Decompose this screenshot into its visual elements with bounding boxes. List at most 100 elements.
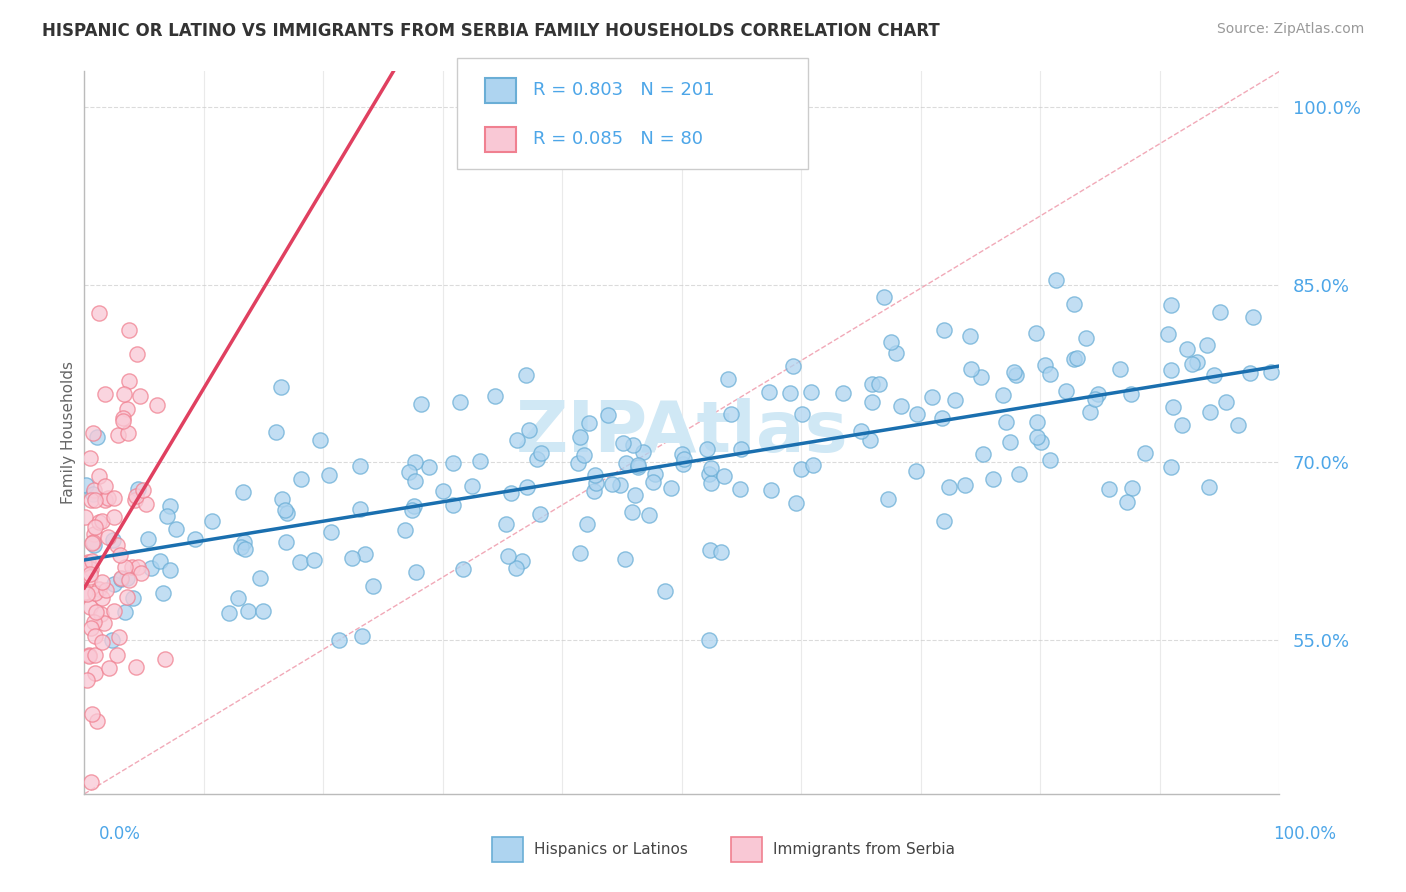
- Point: [1087, 387, 1109, 401]
- Point: [1054, 384, 1077, 399]
- Point: [720, 407, 742, 421]
- Point: [83, 526, 105, 541]
- Point: [873, 290, 896, 304]
- Point: [87, 306, 110, 320]
- Point: [84, 629, 107, 643]
- Point: [125, 660, 148, 674]
- Point: [960, 362, 983, 376]
- Point: [270, 380, 292, 394]
- Point: [117, 574, 139, 588]
- Point: [860, 377, 883, 392]
- Point: [93, 479, 115, 493]
- Point: [409, 397, 432, 411]
- Point: [218, 606, 240, 620]
- Point: [1260, 365, 1282, 379]
- Point: [77, 555, 100, 569]
- Point: [125, 490, 148, 504]
- Point: [229, 540, 252, 554]
- Point: [135, 497, 157, 511]
- Point: [80, 554, 103, 568]
- Point: [1226, 418, 1249, 433]
- Point: [1119, 386, 1142, 401]
- Point: [93, 492, 115, 507]
- Point: [1029, 434, 1052, 449]
- Point: [1195, 337, 1218, 351]
- Point: [232, 484, 254, 499]
- Point: [905, 408, 928, 422]
- Point: [252, 604, 274, 618]
- Point: [1202, 368, 1225, 382]
- Point: [932, 323, 955, 337]
- Point: [352, 629, 374, 643]
- Point: [496, 549, 519, 564]
- Point: [800, 384, 823, 399]
- Point: [398, 466, 420, 480]
- Point: [110, 572, 132, 586]
- Point: [1160, 298, 1182, 312]
- Point: [149, 554, 172, 568]
- Point: [80, 775, 103, 789]
- Point: [955, 478, 977, 492]
- Point: [654, 584, 676, 599]
- Point: [328, 632, 350, 647]
- Point: [1000, 434, 1022, 449]
- Point: [505, 434, 527, 448]
- Point: [94, 387, 117, 401]
- Point: [1171, 418, 1194, 433]
- Point: [118, 374, 141, 388]
- Point: [699, 542, 721, 557]
- Point: [82, 426, 104, 441]
- Point: [271, 491, 294, 506]
- Point: [127, 482, 149, 496]
- Point: [696, 442, 718, 456]
- Point: [165, 523, 187, 537]
- Point: [276, 535, 298, 549]
- Point: [82, 487, 104, 501]
- Point: [981, 472, 1004, 486]
- Point: [884, 346, 907, 360]
- Point: [401, 503, 423, 517]
- Point: [1108, 362, 1130, 376]
- Point: [80, 535, 103, 549]
- Point: [859, 434, 882, 448]
- Point: [340, 550, 363, 565]
- Point: [124, 493, 146, 508]
- Point: [505, 561, 527, 575]
- Point: [1033, 358, 1056, 372]
- Point: [83, 585, 105, 599]
- Point: [1066, 351, 1088, 365]
- Text: Source: ZipAtlas.com: Source: ZipAtlas.com: [1216, 22, 1364, 37]
- Point: [1084, 392, 1107, 407]
- Point: [249, 571, 271, 585]
- Point: [118, 323, 141, 337]
- Point: [276, 506, 298, 520]
- Point: [111, 411, 134, 425]
- Point: [432, 484, 454, 499]
- Point: [519, 423, 541, 437]
- Point: [1039, 453, 1062, 467]
- Point: [105, 538, 128, 552]
- Point: [404, 474, 426, 488]
- Point: [831, 385, 853, 400]
- Point: [226, 591, 249, 606]
- Point: [972, 447, 994, 461]
- Point: [79, 569, 101, 583]
- Point: [470, 454, 492, 468]
- Point: [991, 387, 1014, 401]
- Point: [232, 535, 254, 549]
- Point: [136, 533, 159, 547]
- Point: [877, 491, 900, 506]
- Point: [713, 468, 735, 483]
- Point: [349, 458, 371, 473]
- Point: [117, 425, 139, 440]
- Point: [159, 499, 181, 513]
- Point: [1160, 460, 1182, 475]
- Point: [612, 436, 634, 450]
- Point: [970, 370, 993, 384]
- Point: [108, 630, 131, 644]
- Point: [569, 546, 592, 560]
- Text: Immigrants from Serbia: Immigrants from Serbia: [773, 842, 955, 856]
- Point: [529, 508, 551, 522]
- Point: [785, 495, 807, 509]
- Point: [91, 635, 114, 649]
